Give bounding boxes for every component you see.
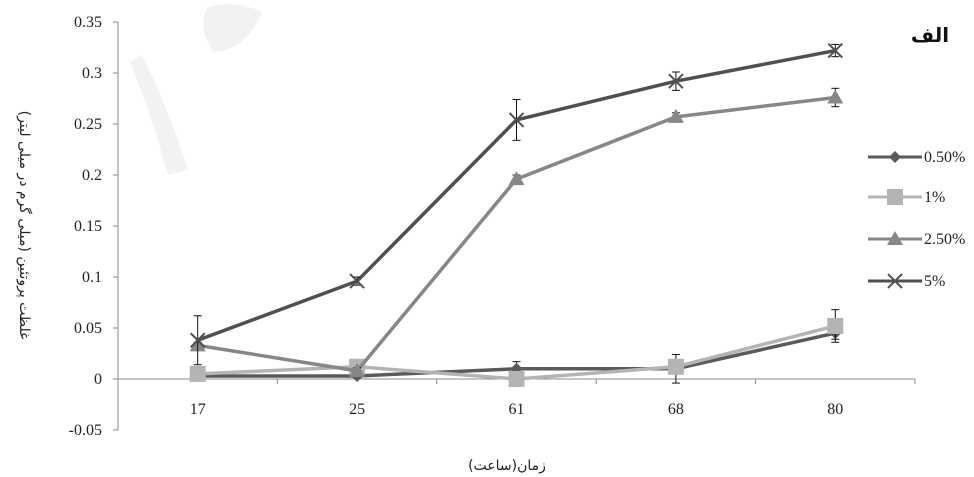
data-point: [827, 89, 844, 104]
series-line: [197, 48, 836, 342]
legend-label: 2.50%: [924, 231, 965, 248]
x-tick-label: 61: [509, 401, 525, 418]
panel-label: الف: [911, 23, 949, 47]
data-point: [349, 273, 365, 289]
legend-label: 5%: [924, 273, 945, 290]
data-point: [508, 171, 525, 186]
legend-marker: [887, 273, 903, 289]
data-point: [667, 358, 684, 375]
data-point: [508, 371, 525, 387]
y-axis-title: غلظت پروتئین (میلی گرم در میلی لیتر): [16, 111, 33, 340]
y-tick-label: 0.25: [74, 116, 102, 133]
x-tick-label: 80: [827, 401, 843, 418]
legend-marker: [887, 189, 903, 205]
marker-stroke: [827, 42, 844, 59]
x-tick-label: 68: [668, 401, 684, 418]
y-tick-label: 0.1: [82, 269, 102, 286]
y-tick-label: 0.35: [74, 14, 102, 31]
legend-item: 1%: [868, 189, 945, 206]
x-tick-label: 25: [349, 401, 365, 418]
y-tick-label: 0.15: [74, 218, 102, 235]
y-tick-label: -0.05: [69, 422, 102, 439]
data-point: [827, 42, 844, 59]
series-layer: [189, 42, 844, 387]
y-tick-labels: 0.35 0.3 0.25 0.2 0.15 0.1 0.05 0 -0.05: [69, 14, 102, 439]
data-point: [827, 317, 844, 334]
data-point: [349, 362, 366, 377]
data-point: [189, 332, 206, 348]
marker-stroke: [508, 112, 525, 128]
series-4: [189, 42, 844, 366]
legend-label: 1%: [924, 189, 945, 206]
marker-stroke: [887, 273, 903, 289]
marker-stroke: [349, 273, 365, 289]
y-tick-label: 0: [94, 371, 102, 388]
series-3: [189, 87, 844, 377]
y-tick-label: 0.05: [74, 320, 102, 337]
legend-item: 2.50%: [868, 231, 965, 248]
x-axis-title: زمان(ساعت): [468, 458, 546, 474]
marker-stroke: [668, 73, 684, 89]
data-point: [508, 112, 525, 128]
legend-item: 0.50%: [868, 149, 965, 166]
legend-label: 0.50%: [924, 149, 965, 166]
y-tick-label: 0.2: [82, 167, 102, 184]
watermark-shape: [130, 3, 262, 175]
legend-marker: [889, 151, 901, 163]
x-tick-label: 17: [190, 401, 206, 418]
legend: 0.50% 1% 2.50% 5%: [868, 149, 965, 290]
y-tick-label: 0.3: [82, 65, 102, 82]
legend-item: 5%: [868, 273, 945, 290]
legend-marker: [887, 231, 903, 245]
data-point: [667, 108, 684, 123]
x-tick-labels: 17 25 61 68 80: [190, 401, 844, 418]
data-point: [189, 365, 206, 382]
data-point: [668, 73, 684, 89]
marker-stroke: [189, 332, 206, 348]
